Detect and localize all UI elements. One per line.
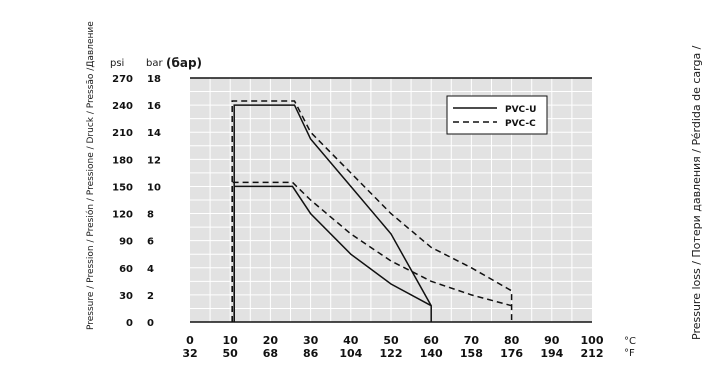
fahrenheit-tick-label: 104 bbox=[339, 347, 362, 360]
fahrenheit-tick-label: 50 bbox=[223, 347, 239, 360]
celsius-tick-label: 20 bbox=[263, 334, 279, 347]
series-layer bbox=[231, 100, 513, 322]
fahrenheit-tick-label: 32 bbox=[182, 347, 197, 360]
bar-tick-label: 18 bbox=[147, 74, 161, 85]
psi-tick-label: 0 bbox=[126, 318, 133, 329]
psi-tick-label: 30 bbox=[119, 291, 133, 302]
fahrenheit-tick-label: 212 bbox=[581, 347, 604, 360]
bar-unit-label: bar bbox=[146, 58, 163, 69]
celsius-tick-label: 50 bbox=[383, 334, 399, 347]
legend-label-pvc-u: PVC-U bbox=[505, 105, 536, 115]
bar-tick-label: 12 bbox=[147, 155, 161, 166]
psi-tick-label: 120 bbox=[112, 210, 133, 221]
legend: PVC-U PVC-C bbox=[446, 95, 548, 135]
axes bbox=[190, 77, 592, 323]
psi-tick-label: 90 bbox=[119, 237, 133, 248]
bar-tick-label: 16 bbox=[147, 101, 161, 112]
right-axis-title: Pressure loss / Потери давления / Pérdid… bbox=[690, 45, 703, 340]
celsius-tick-label: 0 bbox=[186, 334, 194, 347]
celsius-tick-label: 40 bbox=[343, 334, 359, 347]
series-pvc-u-lower-line bbox=[233, 185, 432, 322]
legend-box bbox=[446, 95, 548, 135]
fahrenheit-tick-label: 140 bbox=[420, 347, 443, 360]
celsius-unit-label: °C bbox=[624, 336, 636, 347]
bar-tick-label: 0 bbox=[147, 318, 154, 329]
bar-tick-label: 14 bbox=[147, 128, 161, 139]
fahrenheit-unit-label: °F bbox=[624, 348, 635, 359]
y-axis-title: Pressure / Pression / Presión / Pression… bbox=[86, 21, 96, 330]
psi-tick-label: 150 bbox=[112, 182, 133, 193]
series-pvc-c-upper-line bbox=[231, 100, 513, 322]
psi-tick-label: 60 bbox=[119, 264, 133, 275]
series-pvc-u-upper-line bbox=[233, 104, 432, 322]
fahrenheit-tick-label: 122 bbox=[380, 347, 403, 360]
celsius-tick-label: 100 bbox=[581, 334, 604, 347]
fahrenheit-tick-label: 158 bbox=[460, 347, 483, 360]
psi-tick-label: 210 bbox=[112, 128, 133, 139]
legend-label-pvc-c: PVC-C bbox=[505, 119, 536, 129]
celsius-tick-label: 70 bbox=[464, 334, 480, 347]
celsius-tick-label: 80 bbox=[504, 334, 520, 347]
psi-unit-label: psi bbox=[110, 58, 125, 69]
fahrenheit-tick-label: 194 bbox=[540, 347, 563, 360]
psi-tick-label: 270 bbox=[112, 74, 133, 85]
psi-tick-label: 180 bbox=[112, 155, 133, 166]
fahrenheit-tick-label: 176 bbox=[500, 347, 523, 360]
bar-tick-label: 10 bbox=[147, 182, 161, 193]
bar-tick-label: 6 bbox=[147, 237, 154, 248]
celsius-tick-label: 60 bbox=[424, 334, 440, 347]
psi-tick-label: 240 bbox=[112, 101, 133, 112]
bar-tick-label: 2 bbox=[147, 291, 154, 302]
fahrenheit-tick-label: 68 bbox=[263, 347, 278, 360]
bar-tick-label: 4 bbox=[147, 264, 154, 275]
bar-ru-unit-label: (бар) bbox=[166, 56, 203, 70]
celsius-tick-label: 30 bbox=[303, 334, 319, 347]
celsius-tick-label: 90 bbox=[544, 334, 560, 347]
fahrenheit-tick-label: 86 bbox=[303, 347, 319, 360]
bar-tick-label: 8 bbox=[147, 210, 154, 221]
celsius-tick-label: 10 bbox=[223, 334, 239, 347]
